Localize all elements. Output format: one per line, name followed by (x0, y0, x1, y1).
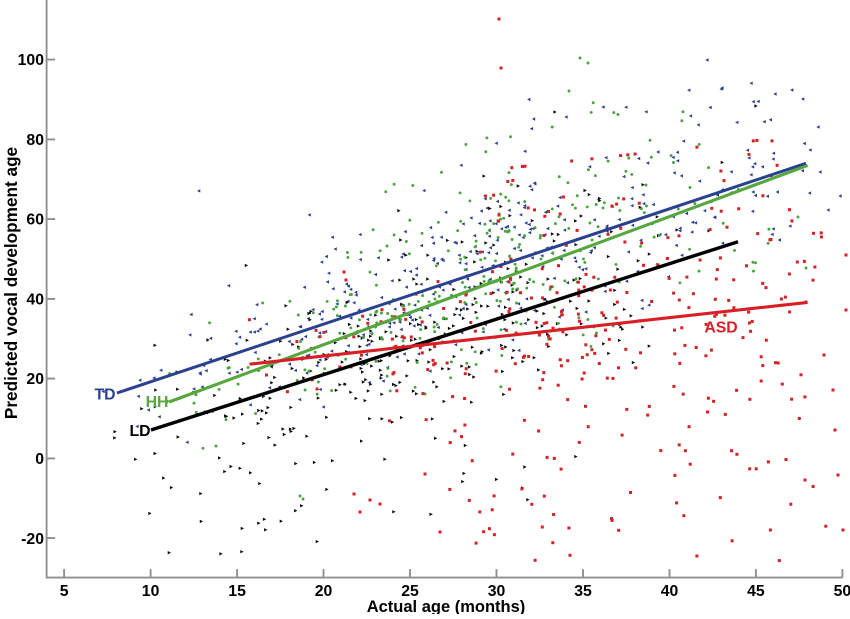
svg-text:80: 80 (26, 132, 44, 149)
svg-text:10: 10 (142, 583, 160, 600)
svg-text:40: 40 (26, 292, 44, 309)
svg-text:40: 40 (661, 583, 679, 600)
svg-text:TD: TD (94, 387, 115, 404)
svg-text:15: 15 (228, 583, 246, 600)
svg-text:Predicted vocal development ag: Predicted vocal development age (1, 147, 21, 419)
svg-text:20: 20 (26, 371, 44, 388)
svg-text:100: 100 (18, 52, 45, 69)
svg-text:35: 35 (574, 583, 592, 600)
svg-text:Actual age (months): Actual age (months) (367, 598, 526, 614)
svg-text:20: 20 (315, 583, 333, 600)
svg-text:45: 45 (747, 583, 765, 600)
svg-text:HH: HH (146, 394, 169, 411)
svg-text:0: 0 (35, 451, 44, 468)
svg-text:25: 25 (401, 583, 419, 600)
svg-text:30: 30 (488, 583, 506, 600)
svg-text:-20: -20 (21, 531, 44, 548)
svg-text:50: 50 (834, 583, 850, 600)
svg-text:60: 60 (26, 212, 44, 229)
svg-text:LD: LD (129, 423, 150, 440)
svg-text:ASD: ASD (704, 320, 737, 337)
svg-text:5: 5 (60, 583, 69, 600)
